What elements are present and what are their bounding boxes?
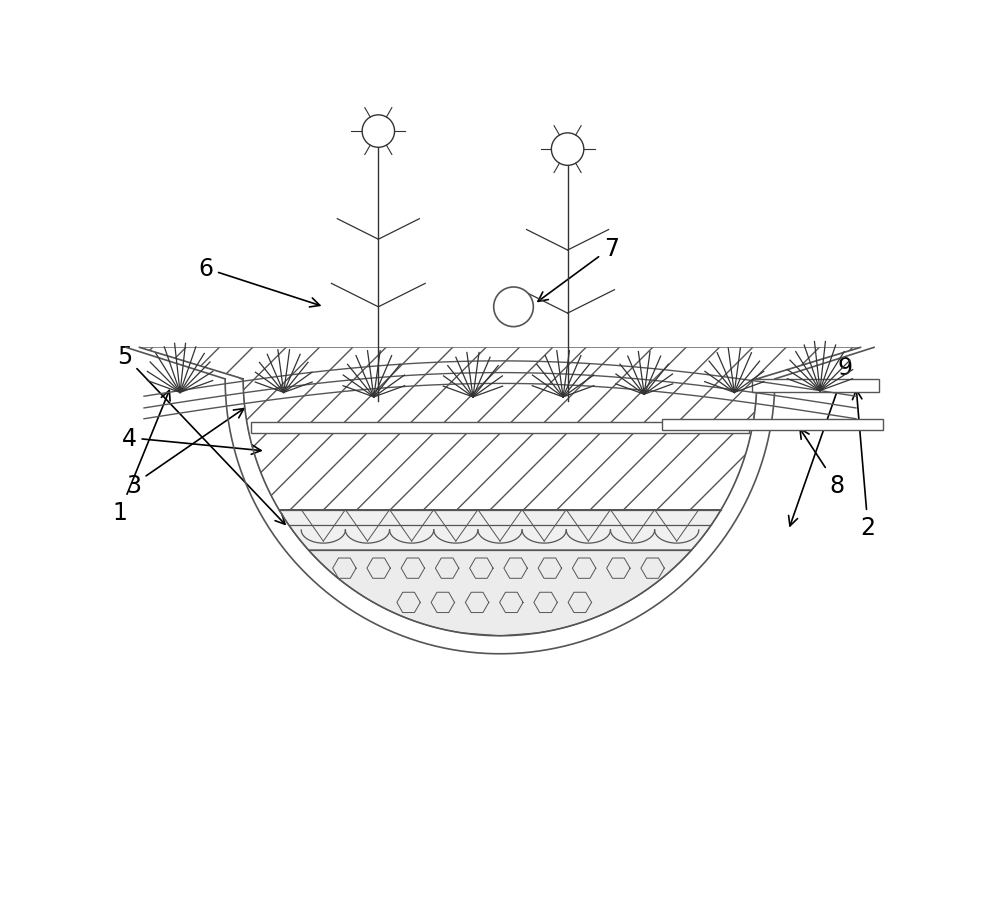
Bar: [752, 379, 879, 393]
Polygon shape: [309, 551, 691, 636]
Text: 5: 5: [117, 344, 285, 525]
Text: 9: 9: [789, 356, 853, 526]
Polygon shape: [279, 510, 721, 551]
Polygon shape: [140, 348, 860, 636]
Circle shape: [551, 134, 584, 166]
Text: 8: 8: [800, 429, 844, 497]
Text: 4: 4: [121, 426, 261, 455]
Bar: [662, 420, 883, 431]
Text: 3: 3: [126, 409, 244, 497]
Circle shape: [494, 288, 533, 327]
Bar: [251, 423, 749, 433]
Text: 7: 7: [538, 237, 619, 302]
Text: 2: 2: [852, 390, 875, 539]
Text: 6: 6: [198, 257, 320, 308]
Text: 1: 1: [112, 391, 170, 524]
Polygon shape: [140, 348, 860, 510]
Circle shape: [362, 116, 395, 148]
